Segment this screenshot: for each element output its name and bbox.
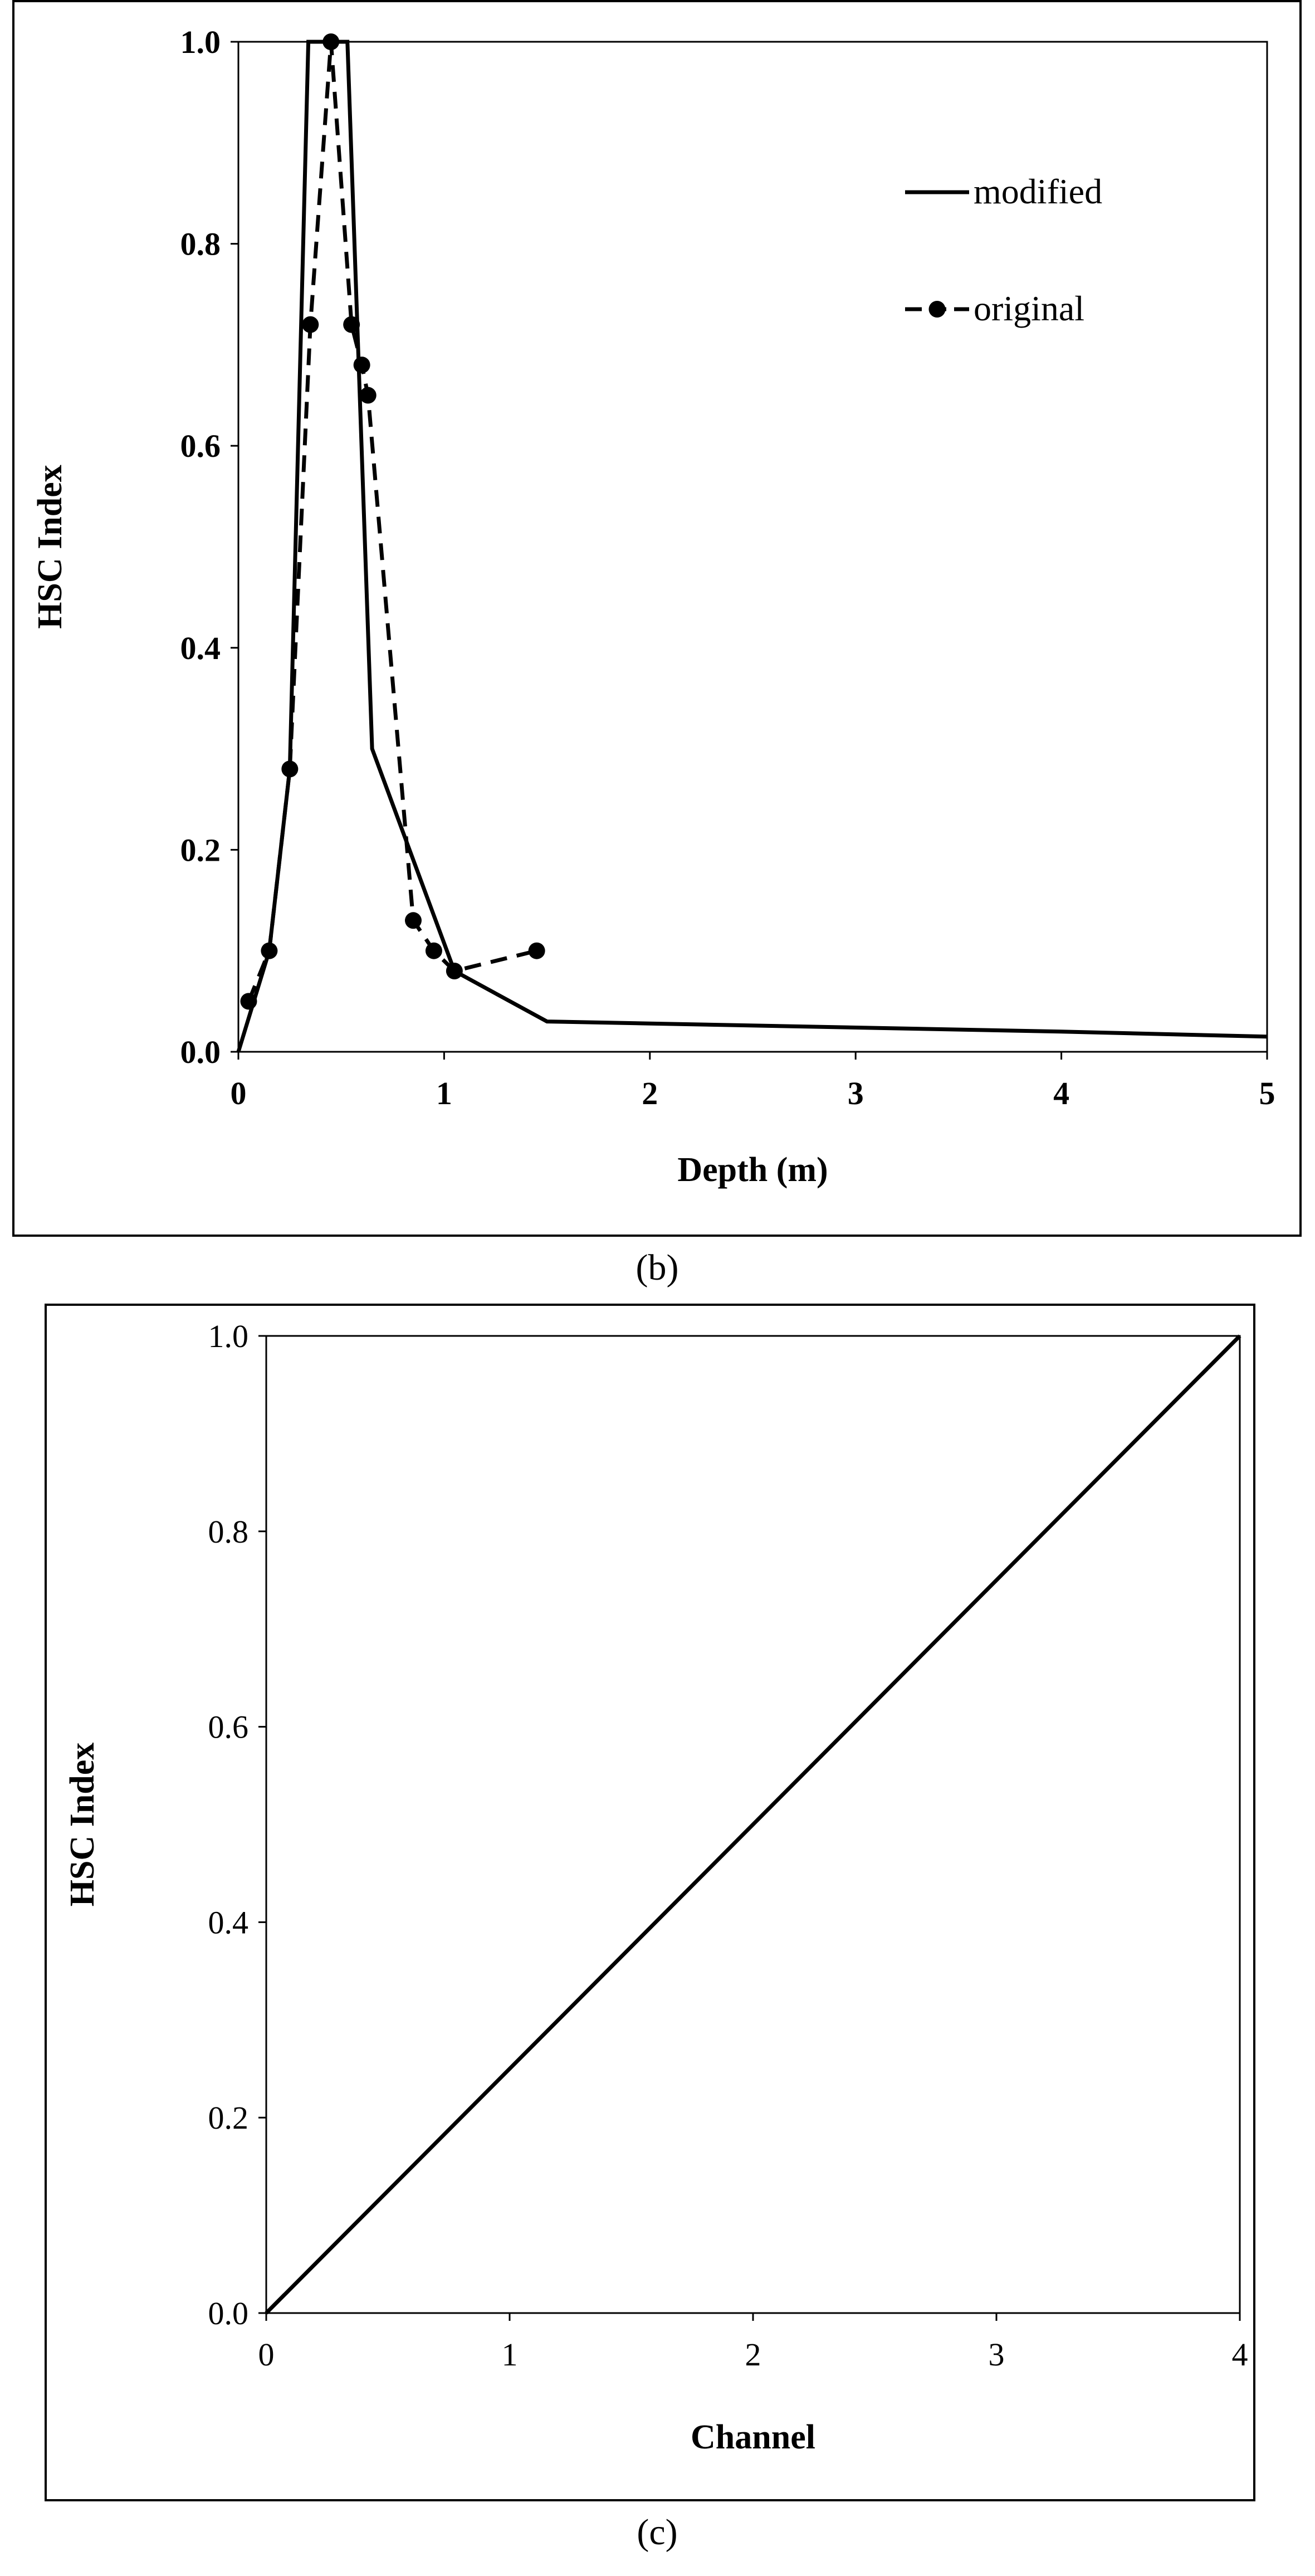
series-line-original <box>247 41 537 1002</box>
series-point-original <box>302 316 319 333</box>
x-axis-label: Channel <box>691 2418 815 2456</box>
x-tick-label: 0 <box>231 1075 247 1111</box>
y-tick-label: 0.8 <box>208 1514 249 1550</box>
x-tick-label: 1 <box>502 2336 518 2373</box>
y-tick-label: 0.0 <box>180 1034 221 1070</box>
series-point-original <box>446 962 463 979</box>
series-point-original <box>353 357 370 374</box>
chart-panel-c-frame <box>45 1304 1255 2501</box>
x-tick-label: 4 <box>1053 1075 1069 1111</box>
x-tick-label: 3 <box>848 1075 864 1111</box>
series-point-original <box>281 760 299 778</box>
y-tick-label: 0.6 <box>180 428 221 464</box>
series-point-original <box>322 33 340 50</box>
y-axis-label: HSC Index <box>31 465 69 629</box>
x-tick-label: 2 <box>642 1075 658 1111</box>
legend-label-original: original <box>974 289 1084 328</box>
y-tick-label: 0.6 <box>208 1709 249 1745</box>
series-point-original <box>404 912 422 929</box>
panel-b-caption: (b) <box>635 1247 679 1288</box>
y-tick-label: 1.0 <box>208 1318 249 1354</box>
x-tick-label: 1 <box>436 1075 452 1111</box>
panel-c-caption: (c) <box>637 2512 678 2553</box>
y-tick-label: 0.2 <box>180 832 221 868</box>
legend-marker-original <box>928 301 946 318</box>
y-tick-label: 0.0 <box>208 2295 249 2331</box>
series-point-original <box>425 942 442 959</box>
series-line-modified <box>236 40 1268 1053</box>
x-tick-label: 2 <box>745 2336 761 2373</box>
x-axis-label: Depth (m) <box>677 1151 828 1189</box>
series-point-original <box>261 942 278 959</box>
legend-label-modified: modified <box>974 172 1102 211</box>
y-tick-label: 0.8 <box>180 226 221 262</box>
y-tick-label: 1.0 <box>180 24 221 60</box>
series-point-original <box>359 387 377 404</box>
series-line-series-0 <box>265 1334 1241 2315</box>
plot-area-border <box>237 41 1268 1053</box>
series-point-original <box>343 316 360 333</box>
series-point-original <box>528 942 545 959</box>
series-point-original <box>240 993 257 1010</box>
y-axis-label: HSC Index <box>63 1743 101 1907</box>
x-tick-label: 5 <box>1259 1075 1275 1111</box>
y-tick-label: 0.4 <box>208 1904 249 1940</box>
x-tick-label: 4 <box>1232 2336 1248 2373</box>
y-tick-label: 0.4 <box>180 630 221 666</box>
chart-b: 0.0 0.2 0.4 0.6 0.8 1.0 0 1 2 3 4 5 Depth (m) HSC Ind… <box>31 24 1275 1189</box>
y-tick-label: 0.2 <box>208 2100 249 2136</box>
x-tick-label: 0 <box>258 2336 275 2373</box>
chart-c: 0.0 0.2 0.4 0.6 0.8 1.0 0 1 2 3 4 Channel HSC Index <box>63 1318 1248 2456</box>
x-tick-label: 3 <box>989 2336 1005 2373</box>
